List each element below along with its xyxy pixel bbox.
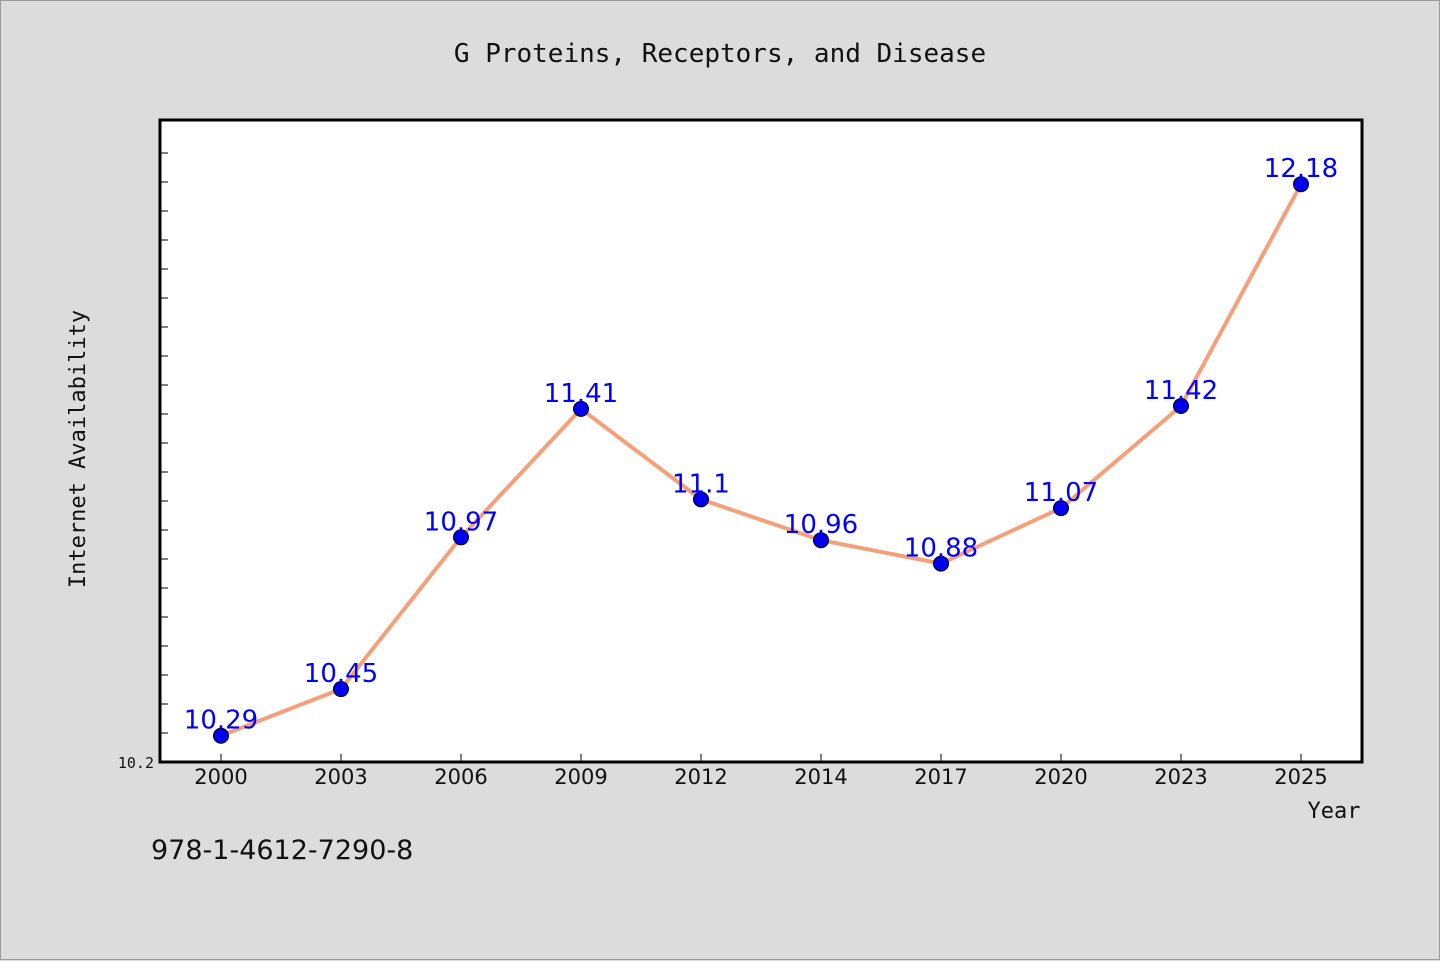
x-tick-label: 2023: [1154, 765, 1207, 789]
x-tick-label: 2017: [914, 765, 967, 789]
x-tick-label: 2014: [794, 765, 847, 789]
data-label: 11.41: [544, 379, 618, 409]
data-point: [333, 681, 349, 698]
data-point: [693, 491, 709, 508]
data-point: [1293, 176, 1309, 193]
data-label: 10.97: [424, 507, 498, 537]
x-tick-label: 2003: [314, 765, 367, 789]
data-label: 11.07: [1024, 478, 1098, 508]
data-label: 10.45: [304, 659, 378, 689]
series-group: [213, 176, 1309, 744]
x-axis-ticks: 2000 2003 2006 2009 2012 2014 2017 2020 2023 2025: [194, 754, 1328, 789]
plot-area: [158, 118, 1364, 764]
data-point: [213, 727, 229, 744]
y-axis-label: Internet Availability: [66, 310, 91, 588]
data-point: [933, 555, 949, 572]
data-point: [453, 529, 469, 546]
x-tick-label: 2000: [194, 765, 247, 789]
x-tick-label: 2025: [1274, 765, 1327, 789]
data-point: [1173, 397, 1189, 414]
x-tick-label: 2006: [434, 765, 487, 789]
data-point: [573, 400, 589, 417]
data-point: [813, 532, 829, 549]
y-axis-ticks: 10.2: [118, 152, 168, 772]
data-labels: 10.29 10.45 10.97 11.41 11.1 10.96 10.88 11.07 1…: [184, 154, 1338, 736]
isbn-code: 978-1-4612-7290-8: [151, 835, 414, 866]
chart-title: G Proteins, Receptors, and Disease: [454, 39, 986, 69]
x-tick-label: 2009: [554, 765, 607, 789]
x-tick-label: 2020: [1034, 765, 1087, 789]
y-tick-label: 10.2: [118, 754, 154, 772]
data-label: 10.96: [784, 510, 858, 540]
data-label: 11.42: [1144, 376, 1218, 406]
data-label: 12.18: [1264, 154, 1338, 184]
data-label: 10.29: [184, 706, 258, 736]
data-label: 10.88: [904, 534, 978, 564]
x-axis-label: Year: [1308, 799, 1361, 824]
data-label: 11.1: [672, 469, 730, 499]
data-point: [1053, 500, 1069, 517]
x-tick-label: 2012: [674, 765, 727, 789]
series-line: [220, 183, 1303, 738]
